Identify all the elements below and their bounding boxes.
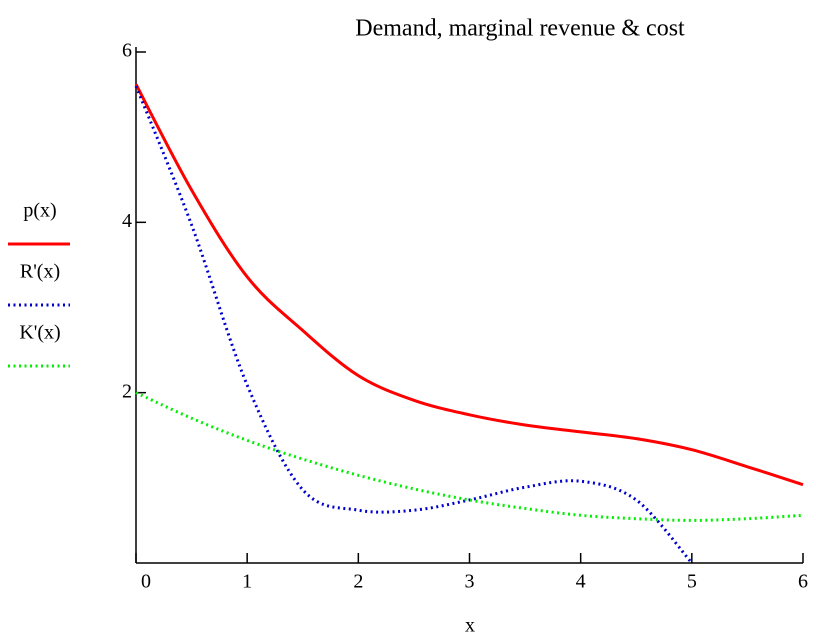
x-tick-label: 6 — [798, 571, 808, 593]
x-tick-label: 3 — [465, 571, 475, 593]
legend-label: p(x) — [23, 200, 56, 222]
y-tick-label: 2 — [122, 380, 132, 402]
series-line — [134, 85, 693, 564]
x-tick-label: 0 — [141, 571, 151, 593]
x-tick-label: 1 — [242, 571, 252, 593]
legend-label: R'(x) — [20, 261, 60, 283]
y-tick-label: 4 — [122, 210, 132, 232]
x-axis-label: x — [465, 615, 475, 637]
x-tick-label: 4 — [576, 571, 586, 593]
legend-label: K'(x) — [19, 322, 60, 344]
series-line — [135, 391, 804, 522]
chart-title: Demand, marginal revenue & cost — [355, 16, 685, 42]
x-tick-label: 2 — [353, 571, 363, 593]
x-tick-label: 5 — [687, 571, 697, 593]
y-tick-label: 6 — [122, 40, 132, 62]
series-line — [134, 83, 804, 487]
